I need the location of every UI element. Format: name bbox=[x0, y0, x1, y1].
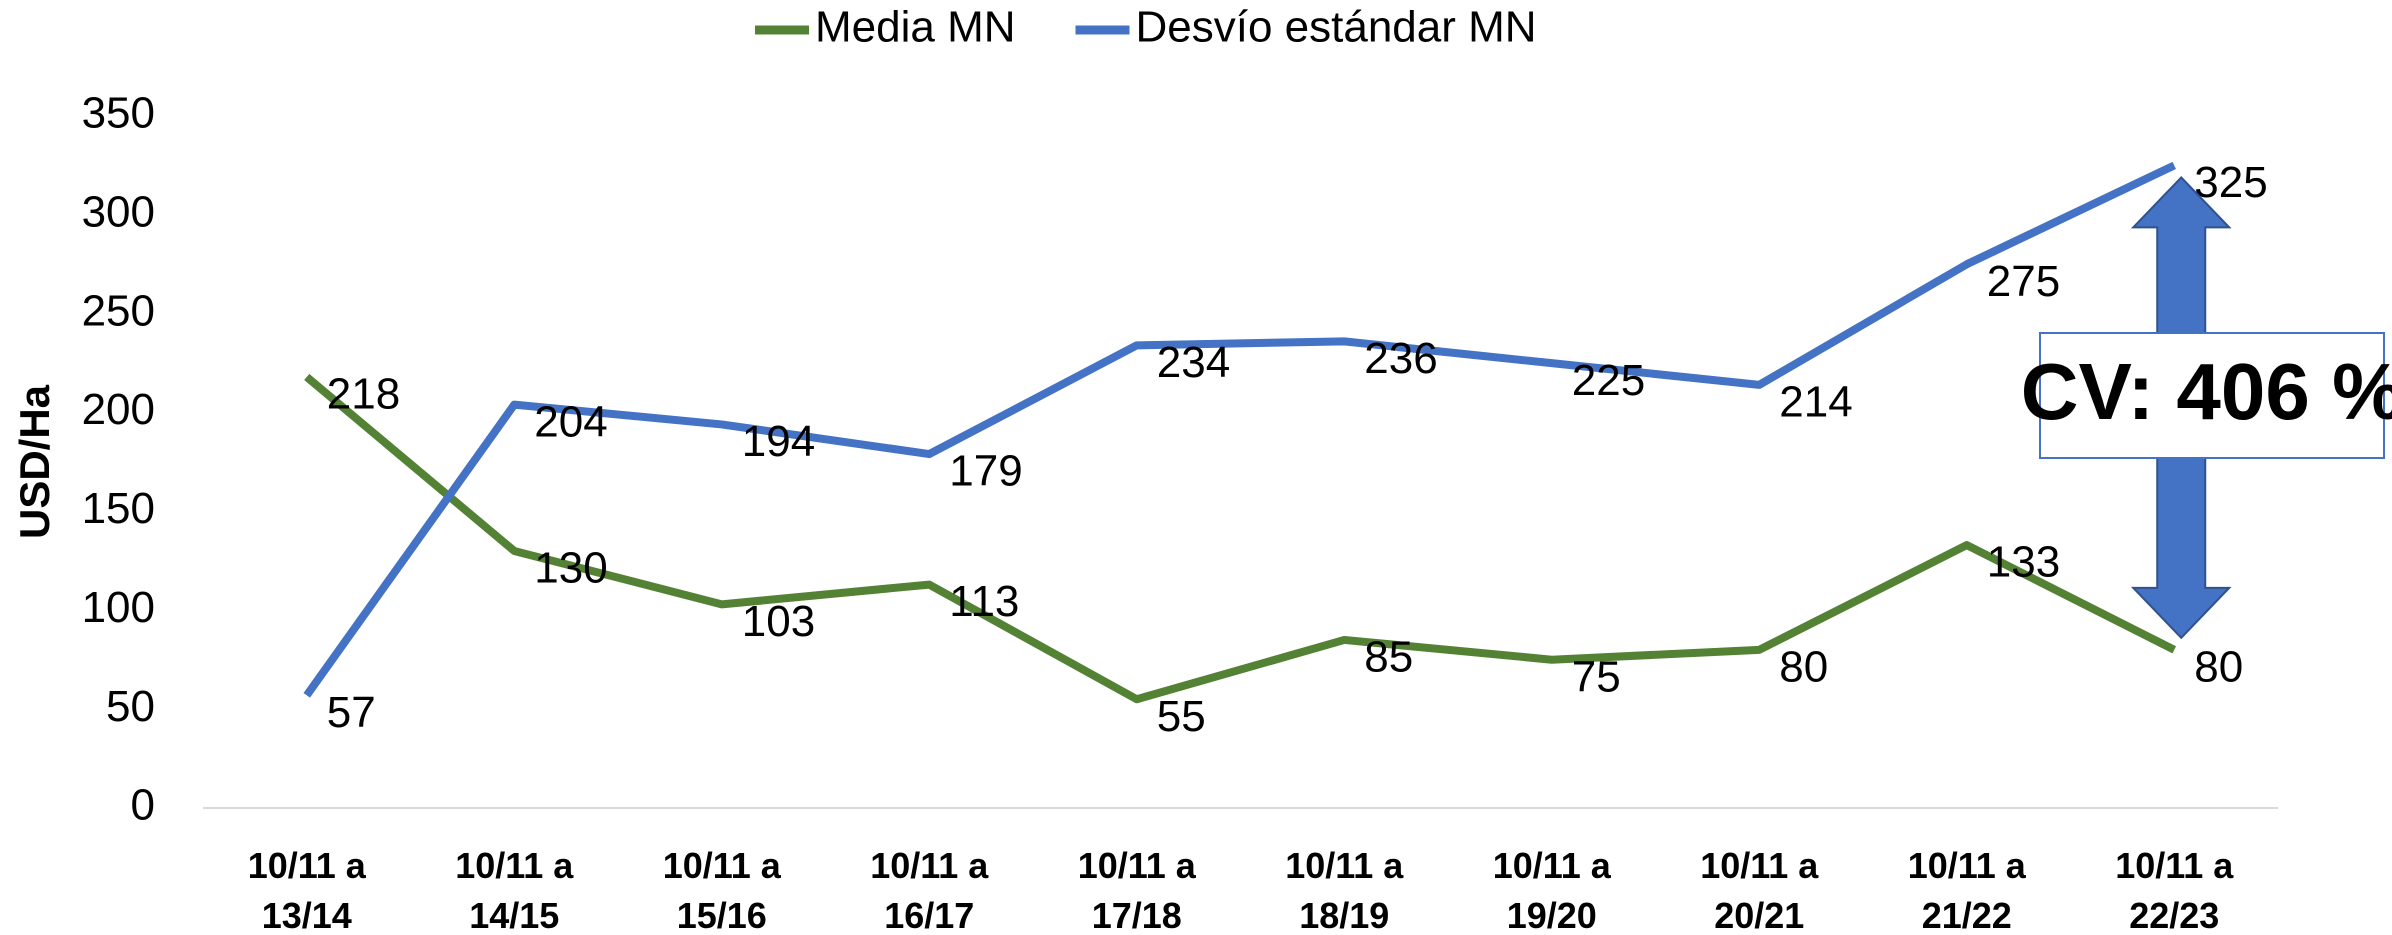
data-label: 218 bbox=[327, 370, 400, 419]
data-label: 80 bbox=[2194, 642, 2243, 691]
data-label: 234 bbox=[1157, 338, 1230, 387]
data-label: 204 bbox=[534, 397, 607, 446]
y-tick-label: 0 bbox=[131, 781, 155, 830]
x-tick-label: 10/11 a 17/18 bbox=[1078, 845, 1197, 935]
x-tick-label: 10/11 a 22/23 bbox=[2115, 845, 2234, 935]
x-tick-label: 10/11 a 14/15 bbox=[455, 845, 574, 935]
data-label: 236 bbox=[1364, 334, 1437, 383]
y-tick-label: 250 bbox=[82, 286, 155, 335]
data-label: 55 bbox=[1157, 692, 1206, 741]
annotation-box bbox=[2039, 332, 2385, 459]
legend-label: Desvío estándar MN bbox=[1136, 3, 1537, 52]
data-label: 103 bbox=[742, 597, 815, 646]
data-label: 225 bbox=[1572, 356, 1645, 405]
y-tick-label: 300 bbox=[82, 187, 155, 236]
series-line bbox=[304, 373, 2177, 704]
x-tick-label: 10/11 a 21/22 bbox=[1908, 845, 2027, 935]
x-tick-label: 10/11 a 15/16 bbox=[663, 845, 782, 935]
series-line bbox=[303, 161, 2176, 698]
y-tick-label: 350 bbox=[82, 89, 155, 138]
data-label: 57 bbox=[327, 688, 376, 737]
y-tick-label: 150 bbox=[82, 484, 155, 533]
data-label: 214 bbox=[1779, 378, 1852, 427]
data-label: 179 bbox=[949, 447, 1022, 496]
data-label: 85 bbox=[1364, 633, 1413, 682]
data-label: 133 bbox=[1987, 538, 2060, 587]
data-label: 75 bbox=[1572, 652, 1621, 701]
data-label: 325 bbox=[2194, 158, 2267, 207]
y-tick-label: 100 bbox=[82, 583, 155, 632]
legend-label: Media MN bbox=[815, 3, 1016, 52]
annotation: CV: 406 % bbox=[2021, 347, 2392, 436]
data-label: 275 bbox=[1987, 257, 2060, 306]
x-tick-label: 10/11 a 20/21 bbox=[1700, 845, 1819, 935]
x-tick-label: 10/11 a 13/14 bbox=[248, 845, 367, 935]
data-label: 80 bbox=[1779, 642, 1828, 691]
x-tick-label: 10/11 a 16/17 bbox=[870, 845, 989, 935]
data-label: 130 bbox=[534, 544, 607, 593]
y-axis-title: USD/Ha bbox=[11, 384, 58, 539]
data-label: 113 bbox=[949, 577, 1019, 626]
x-tick-label: 10/11 a 19/20 bbox=[1493, 845, 1612, 935]
y-tick-label: 50 bbox=[106, 682, 155, 731]
y-tick-label: 200 bbox=[82, 385, 155, 434]
data-label: 194 bbox=[742, 417, 815, 466]
x-tick-label: 10/11 a 18/19 bbox=[1285, 845, 1404, 935]
